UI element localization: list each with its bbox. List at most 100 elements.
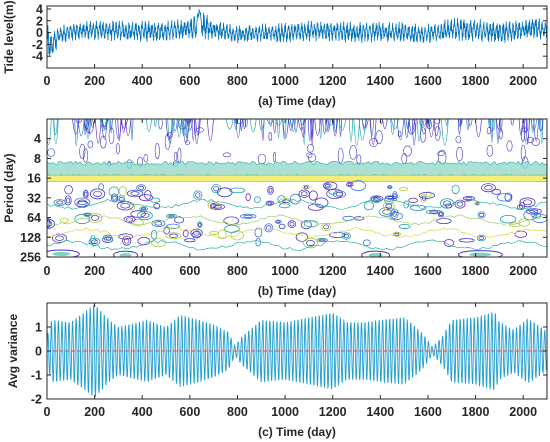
- tide-level-line: [47, 8, 547, 56]
- wavelet-contour-spike: [510, 119, 515, 126]
- wavelet-contour-loop: [47, 249, 80, 257]
- panel-a-xtick-label: 1200: [319, 74, 347, 88]
- wavelet-contour-loop-inner: [243, 214, 253, 218]
- wavelet-contour-loop: [457, 250, 503, 257]
- wavelet-contour-loop-inner: [213, 204, 222, 209]
- wavelet-contour-loop: [153, 202, 161, 210]
- wavelet-contour-spike: [244, 119, 249, 128]
- wavelet-contour-line: [47, 227, 547, 239]
- wavelet-contour-loop: [521, 127, 529, 133]
- wavelet-contour-spike: [53, 119, 58, 136]
- wavelet-contour-loop: [384, 195, 397, 200]
- wavelet-contour-loop: [480, 183, 496, 193]
- wavelet-contour-loop: [425, 209, 442, 215]
- panel-c-ylabel: Avg variance: [6, 314, 20, 389]
- wavelet-contour-loop: [150, 238, 167, 248]
- wavelet-contour-spike: [275, 119, 283, 126]
- wavelet-contour-loop: [486, 127, 492, 135]
- wavelet-contour-loop: [193, 190, 203, 200]
- panel-a-xlabel: (a) Time (day): [258, 94, 336, 108]
- wavelet-contour-loop: [158, 119, 163, 130]
- wavelet-contour-spike: [261, 119, 265, 141]
- wavelet-contour-loop: [514, 230, 528, 238]
- wavelet-contour-loop: [451, 184, 460, 195]
- wavelet-contour-spike: [186, 119, 194, 131]
- wavelet-contour-loop-inner: [475, 202, 479, 205]
- panel-b-contours: [47, 119, 547, 257]
- wavelet-contour-spike: [333, 119, 338, 133]
- wavelet-contour-spike: [396, 119, 405, 141]
- panel-b-ytick-label: 128: [20, 231, 41, 245]
- wavelet-contour-loop-inner: [323, 224, 329, 230]
- panel-a-ylabel: Tide level(m): [2, 0, 16, 73]
- panel-c-ytick-label: 1: [35, 321, 42, 335]
- wavelet-contour-core: [52, 251, 71, 256]
- wavelet-contour-loop: [47, 218, 51, 228]
- wavelet-contour-loop: [486, 144, 494, 157]
- wavelet-contour-loop: [531, 212, 542, 218]
- panel-b-ytick-label: 8: [34, 152, 41, 166]
- wavelet-contour-spike: [234, 119, 238, 130]
- wavelet-contour-spike: [99, 119, 108, 131]
- wavelet-contour-loop: [363, 201, 374, 211]
- wavelet-contour-loop: [197, 221, 203, 229]
- wavelet-contour-loop: [440, 198, 454, 209]
- wavelet-contour-loop: [455, 135, 462, 144]
- wavelet-contour-loop: [371, 196, 382, 204]
- wavelet-contour-loop: [356, 154, 362, 164]
- wavelet-contour-spike: [74, 119, 79, 146]
- wavelet-contour-loop: [458, 238, 475, 243]
- wavelet-contour-loop-inner: [77, 199, 87, 206]
- panel-a-xtick-label: 800: [227, 74, 248, 88]
- panel-a-xtick-label: 2000: [509, 74, 537, 88]
- wavelet-contour-loop: [166, 223, 180, 230]
- wavelet-contour-spike: [390, 119, 395, 135]
- wavelet-contour-loop: [268, 132, 273, 141]
- wavelet-contour-loop-inner: [47, 220, 50, 226]
- wavelet-contour-loop: [477, 211, 486, 219]
- wavelet-contour-spike: [153, 119, 157, 127]
- wavelet-contour-loop: [456, 147, 463, 162]
- wavelet-contour-spike: [109, 119, 113, 134]
- wavelet-contour-loop: [178, 119, 187, 130]
- wavelet-contour-loop: [397, 131, 402, 138]
- wavelet-contour-loop-inner: [385, 203, 393, 209]
- wavelet-contour-loop: [346, 181, 354, 187]
- panel-b-xtick-label: 2000: [509, 264, 537, 278]
- panel-b-xtick-label: 200: [84, 264, 105, 278]
- panel-b-ytick-label: 16: [27, 172, 41, 186]
- wavelet-contour-loop: [254, 196, 261, 204]
- wavelet-contour-loop: [506, 140, 513, 152]
- wavelet-contour-loop-inner: [394, 232, 400, 236]
- wavelet-contour-loop: [425, 191, 432, 198]
- panel-c-xtick-label: 1400: [366, 405, 394, 419]
- wavelet-contour-loop-inner: [268, 187, 273, 193]
- wavelet-contour-loop: [375, 130, 383, 145]
- panel-b-xtick-label: 1000: [271, 264, 299, 278]
- wavelet-contour-loop-inner: [140, 212, 150, 219]
- wavelet-contour-loop-inner: [124, 237, 130, 244]
- wavelet-contour-loop: [539, 119, 543, 132]
- wavelet-contour-loop: [126, 189, 144, 198]
- panel-a-ytick-label: 4: [36, 2, 43, 16]
- wavelet-contour-loop: [88, 237, 101, 246]
- wavelet-contour-spike: [72, 119, 80, 135]
- wavelet-contour-loop-inner: [388, 185, 392, 189]
- wavelet-contour-loop: [98, 183, 105, 191]
- wavelet-contour-loop-inner: [120, 202, 130, 209]
- wavelet-contour-spike: [266, 119, 274, 125]
- panel-c-ytick-label: -1: [31, 369, 42, 383]
- panel-c-ytick-label: 0: [35, 345, 42, 359]
- wavelet-contour-core: [368, 253, 383, 257]
- panel-a-xtick-label: 1600: [414, 74, 442, 88]
- wavelet-contour-loop: [210, 203, 226, 210]
- wavelet-contour-loop: [389, 212, 404, 221]
- panel-b-xtick-label: 1400: [366, 264, 394, 278]
- wavelet-contour-loop-inner: [289, 221, 295, 227]
- wavelet-contour-line: [47, 239, 547, 251]
- panel-a-frame: [46, 5, 548, 69]
- wavelet-contour-loop: [295, 232, 309, 242]
- panel-b-ytick-label: 256: [20, 251, 41, 265]
- panel-c-xtick-label: 600: [179, 405, 200, 419]
